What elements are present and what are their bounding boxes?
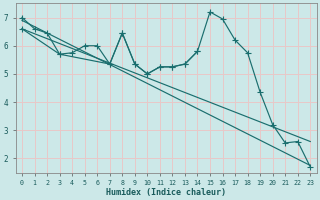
X-axis label: Humidex (Indice chaleur): Humidex (Indice chaleur) xyxy=(106,188,226,197)
